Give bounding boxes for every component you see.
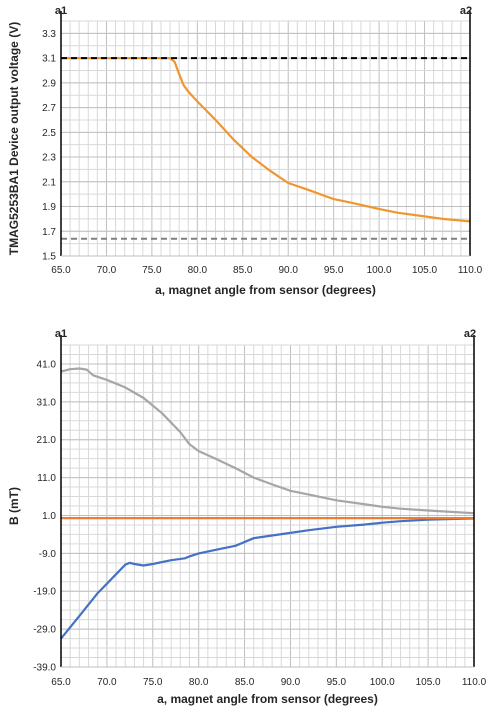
- y-tick-label: 1.9: [42, 202, 56, 213]
- x-tick-label: 95.0: [327, 677, 347, 688]
- x-axis-title: a, magnet angle from sensor (degrees): [157, 692, 378, 706]
- y-tick-label: 31.0: [37, 397, 57, 408]
- corner-label-a1: a1: [55, 328, 67, 340]
- x-tick-label: 95.0: [324, 265, 344, 276]
- y-axis-title: TMAG5253BA1 Device output voltage (V): [7, 22, 21, 255]
- x-tick-label: 70.0: [97, 265, 117, 276]
- series-line-0: [61, 57, 471, 223]
- y-tick-label: 3.3: [42, 29, 56, 40]
- y-tick-label: 2.3: [42, 153, 56, 164]
- x-tick-label: 80.0: [188, 265, 208, 276]
- corner-label-a2: a2: [464, 328, 476, 340]
- x-tick-label: 100.0: [367, 265, 392, 276]
- y-tick-label: 21.0: [37, 435, 57, 446]
- y-tick-label: 11.0: [37, 473, 56, 484]
- y-tick-label: 41.0: [37, 359, 57, 370]
- y-tick-label: 1.7: [42, 227, 56, 238]
- y-axis-title: B (mT): [7, 487, 21, 525]
- corner-label-a1: a1: [55, 5, 67, 17]
- x-tick-label: 75.0: [142, 265, 162, 276]
- voltage-chart: 65.0 70.0 75.0 80.0 85.0 90.0 95.0 100.0 105.0 11…: [7, 5, 483, 297]
- x-tick-label: 90.0: [278, 265, 298, 276]
- x-tick-label: 65.0: [51, 265, 71, 276]
- x-tick-label: 70.0: [97, 677, 117, 688]
- y-tick-label: 2.9: [42, 78, 56, 89]
- x-tick-label: 85.0: [233, 265, 253, 276]
- y-tick-label: -39.0: [33, 663, 56, 674]
- y-tick-label: 2.7: [42, 103, 56, 114]
- corner-label-a2: a2: [460, 5, 472, 17]
- x-tick-label: 90.0: [281, 677, 301, 688]
- x-tick-label: 65.0: [51, 677, 71, 688]
- y-tick-label: 3.1: [42, 54, 56, 65]
- x-tick-label: 80.0: [189, 677, 209, 688]
- x-tick-label: 85.0: [235, 677, 255, 688]
- magnetic-field-chart: 65.0 70.0 75.0 80.0 85.0 90.0 95.0 100.0 105.0 11…: [7, 328, 487, 706]
- series-line-1: [60, 517, 475, 640]
- x-tick-label: 100.0: [370, 677, 395, 688]
- y-tick-label: 2.1: [42, 177, 56, 188]
- x-tick-label: 110.0: [462, 677, 487, 688]
- y-tick-label: 1.0: [42, 511, 56, 522]
- y-tick-label: -9.0: [39, 549, 57, 560]
- x-tick-label: 105.0: [412, 265, 437, 276]
- y-tick-label: -19.0: [33, 587, 56, 598]
- x-axis-title: a, magnet angle from sensor (degrees): [155, 283, 376, 297]
- y-tick-label: -29.0: [33, 625, 56, 636]
- x-tick-label: 105.0: [416, 677, 441, 688]
- x-tick-label: 75.0: [143, 677, 163, 688]
- series-line-0: [60, 367, 475, 515]
- y-tick-label: 2.5: [42, 128, 56, 139]
- x-tick-label: 110.0: [458, 265, 483, 276]
- y-tick-label: 1.5: [42, 252, 56, 263]
